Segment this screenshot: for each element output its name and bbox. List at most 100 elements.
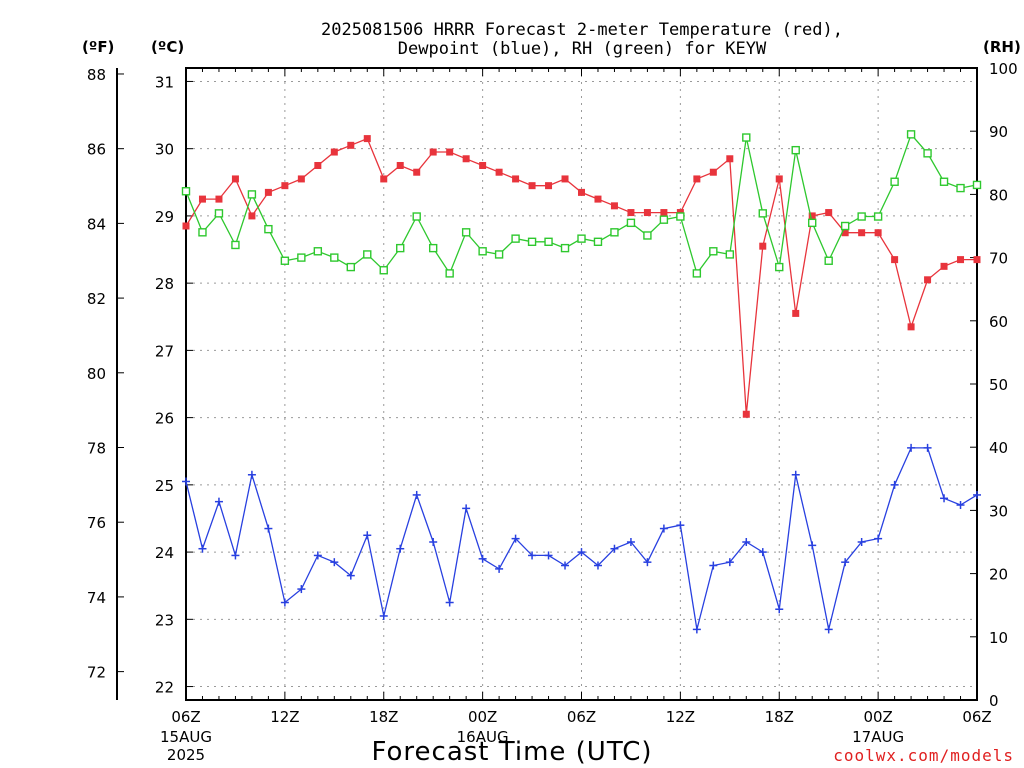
- data-point-marker: [923, 443, 932, 452]
- time-tick-label: 06Z: [567, 708, 596, 726]
- rh-tick-label: 50: [989, 376, 1008, 394]
- data-point-marker: [841, 558, 850, 567]
- source-credit: coolwx.com/models: [833, 746, 1014, 765]
- data-point-marker: [824, 256, 833, 265]
- data-point-marker: [478, 247, 487, 256]
- celsius-tick-label: 30: [155, 141, 174, 159]
- time-tick-label: 06Z: [962, 708, 991, 726]
- fahrenheit-tick-label: 80: [87, 365, 106, 383]
- data-point-marker: [182, 222, 190, 230]
- data-point-marker: [890, 480, 899, 489]
- data-point-marker: [906, 130, 916, 139]
- data-point-marker: [692, 625, 701, 634]
- fahrenheit-tick-label: 78: [87, 439, 106, 457]
- data-point-marker: [280, 256, 290, 265]
- data-point-marker: [494, 250, 504, 259]
- series-0: [182, 135, 981, 418]
- data-point-marker: [659, 215, 669, 224]
- data-point-marker: [313, 247, 323, 256]
- data-point-marker: [709, 168, 717, 176]
- data-point-marker: [643, 209, 651, 217]
- rh-unit-label: (RH): [983, 38, 1021, 56]
- series-group: [181, 130, 982, 634]
- data-point-marker: [479, 161, 487, 169]
- data-point-marker: [462, 504, 471, 513]
- time-tick-label: 12Z: [270, 708, 299, 726]
- data-point-marker: [940, 494, 949, 503]
- data-point-marker: [956, 183, 965, 193]
- data-point-marker: [594, 195, 602, 203]
- data-point-marker: [610, 544, 619, 553]
- data-point-marker: [363, 531, 372, 540]
- data-point-marker: [247, 470, 256, 479]
- data-point-marker: [347, 141, 355, 149]
- data-point-marker: [874, 229, 882, 237]
- data-point-marker: [841, 229, 849, 237]
- data-point-marker: [808, 541, 817, 550]
- data-point-marker: [643, 231, 652, 240]
- data-point-marker: [808, 218, 817, 228]
- data-point-marker: [264, 224, 273, 234]
- series-line-2: [185, 133, 978, 275]
- celsius-tick-label: 24: [155, 544, 174, 562]
- time-tick-label: 18Z: [369, 708, 398, 726]
- fahrenheit-tick-label: 86: [87, 141, 106, 159]
- data-point-marker: [214, 497, 223, 506]
- fahrenheit-tick-label: 84: [87, 215, 106, 233]
- data-point-marker: [512, 175, 520, 183]
- data-point-marker: [907, 323, 915, 331]
- data-point-marker: [545, 182, 553, 190]
- data-point-marker: [527, 237, 537, 247]
- data-point-marker: [428, 243, 438, 253]
- data-point-marker: [181, 187, 191, 196]
- celsius-tick-label: 22: [155, 679, 174, 697]
- fahrenheit-tick-label: 76: [87, 514, 106, 532]
- rh-tick-label: 10: [989, 629, 1008, 647]
- time-tick-label: 12Z: [666, 708, 695, 726]
- data-point-marker: [280, 598, 289, 607]
- data-point-marker: [957, 256, 965, 264]
- data-point-marker: [857, 538, 866, 546]
- data-point-marker: [528, 551, 537, 560]
- data-point-marker: [891, 256, 899, 264]
- data-point-marker: [379, 611, 388, 620]
- data-point-marker: [198, 195, 206, 203]
- data-point-marker: [726, 155, 734, 163]
- data-point-marker: [445, 598, 454, 607]
- fahrenheit-tick-label: 88: [87, 66, 106, 84]
- data-point-marker: [297, 253, 306, 262]
- series-1: [182, 443, 981, 634]
- data-point-marker: [264, 524, 273, 533]
- data-point-marker: [725, 558, 734, 567]
- rh-tick-label: 70: [989, 250, 1008, 268]
- x-axis-title: Forecast Time (UTC): [371, 737, 652, 767]
- data-point-marker: [742, 538, 751, 546]
- data-point-marker: [709, 247, 718, 256]
- data-point-marker: [857, 212, 866, 221]
- data-point-marker: [281, 182, 289, 190]
- data-point-marker: [676, 521, 685, 530]
- data-point-marker: [330, 253, 339, 262]
- data-point-marker: [461, 228, 471, 237]
- time-tick-label: 06Z: [171, 708, 200, 726]
- data-point-marker: [413, 168, 421, 176]
- data-point-marker: [330, 558, 339, 567]
- celsius-axis: 22 23 24 25 26 27 28 29 30 31: [155, 73, 193, 697]
- data-point-marker: [313, 551, 322, 560]
- data-point-marker: [462, 155, 470, 163]
- data-point-marker: [577, 548, 586, 557]
- data-point-marker: [840, 221, 850, 231]
- celsius-unit-label: (ºC): [151, 38, 184, 56]
- data-point-marker: [215, 195, 223, 203]
- data-point-marker: [890, 177, 899, 186]
- data-point-marker: [742, 133, 751, 142]
- data-point-marker: [825, 209, 833, 217]
- data-point-marker: [231, 175, 239, 183]
- data-point-marker: [561, 561, 570, 570]
- data-point-marker: [231, 240, 240, 250]
- chart-title-line-1: 2025081506 HRRR Forecast 2-meter Tempera…: [321, 20, 843, 40]
- data-point-marker: [560, 243, 570, 253]
- series-2: [181, 130, 982, 278]
- data-point-marker: [709, 561, 718, 570]
- data-point-marker: [379, 266, 388, 275]
